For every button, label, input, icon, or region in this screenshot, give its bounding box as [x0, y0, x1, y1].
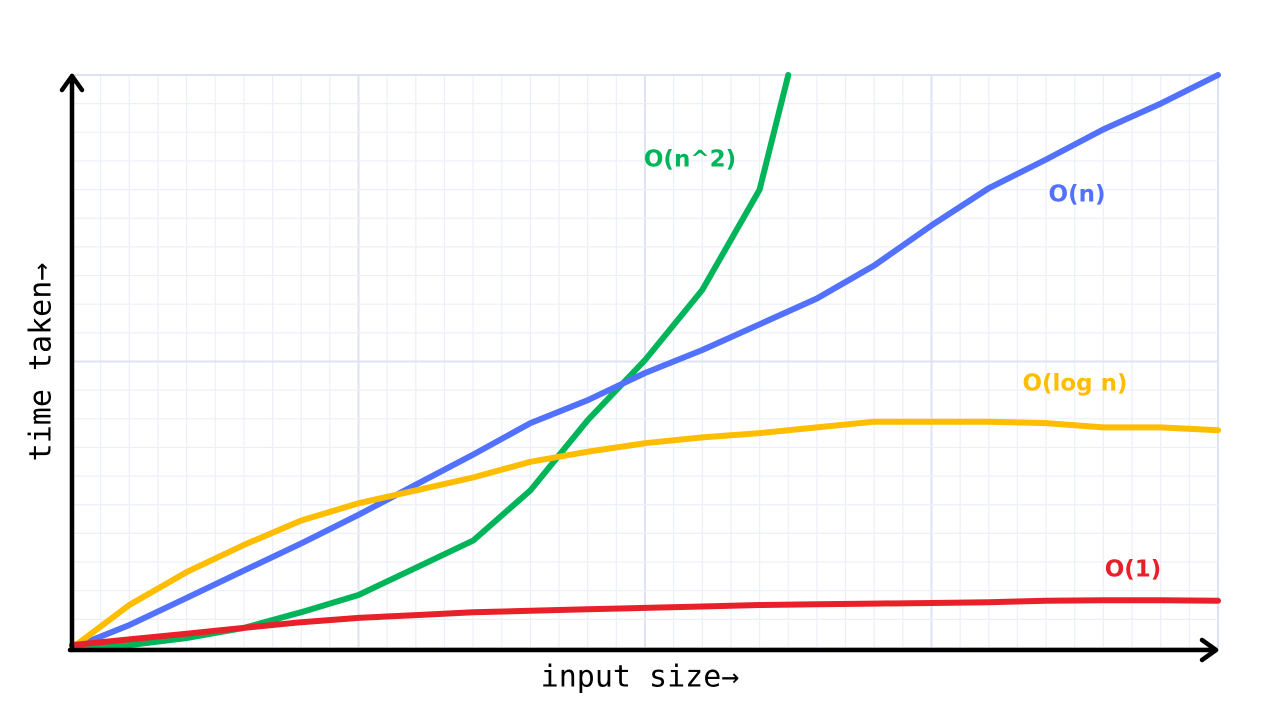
series-label: O(1) [1105, 557, 1162, 583]
x-axis-arrow [1199, 637, 1219, 663]
grid [71, 74, 1219, 649]
series-line [69, 72, 792, 651]
y-axis-arrow [59, 73, 85, 93]
series-label: O(n^2) [644, 147, 736, 173]
series-label: O(n) [1049, 182, 1106, 208]
plot [69, 72, 1221, 651]
x-axis-label: input size→ [541, 660, 740, 695]
series-label: O(log n) [1022, 371, 1127, 397]
y-axis-label: time taken→ [24, 263, 59, 462]
series-line [69, 72, 1221, 651]
axes [59, 73, 1219, 663]
series-line [69, 418, 1221, 651]
series-line [69, 597, 1221, 649]
